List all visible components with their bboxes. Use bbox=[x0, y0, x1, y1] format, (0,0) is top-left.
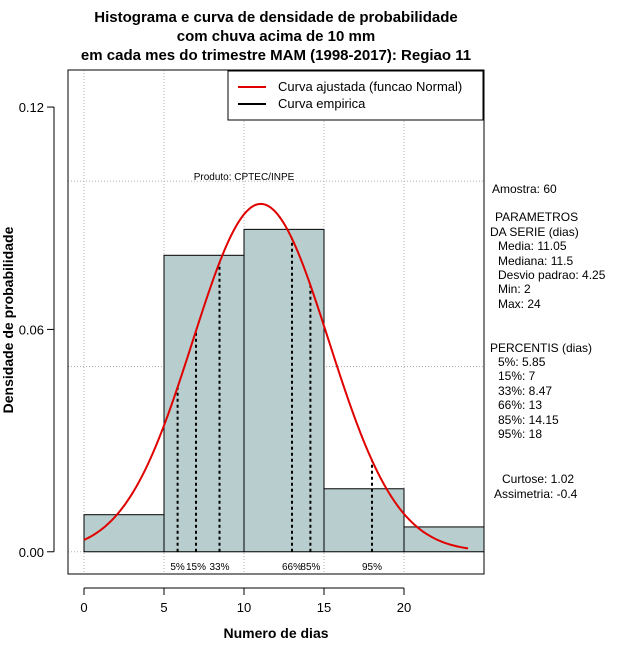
y-tick-label-1: 0.06 bbox=[19, 322, 44, 337]
histogram-bar-2 bbox=[243, 228, 325, 553]
min-text: Min: 2 bbox=[498, 282, 531, 296]
x-tick-label-1: 5 bbox=[160, 600, 167, 615]
stats-side-panel: Amostra: 60 PARAMETROS DA SERIE (dias) M… bbox=[490, 182, 606, 501]
p95-text: 95%: 18 bbox=[498, 427, 542, 441]
x-tick-label-3: 15 bbox=[317, 600, 331, 615]
percentile-label-2: 33% bbox=[210, 562, 230, 573]
percentile-label-0: 5% bbox=[170, 562, 185, 573]
legend-label-empirical: Curva empirica bbox=[278, 96, 366, 111]
legend: Curva ajustada (funcao Normal) Curva emp… bbox=[227, 70, 484, 121]
normal-curve-group bbox=[83, 202, 469, 550]
p15-text: 15%: 7 bbox=[498, 369, 536, 383]
p66-text: 66%: 13 bbox=[498, 398, 542, 412]
legend-box bbox=[227, 70, 484, 121]
histogram-bar-3 bbox=[323, 488, 405, 553]
parametros-title-1: PARAMETROS bbox=[495, 210, 578, 224]
percentis-title: PERCENTIS (dias) bbox=[490, 341, 592, 355]
plot-frame bbox=[67, 69, 485, 575]
y-axis: 0.00 0.06 0.12 bbox=[19, 100, 55, 560]
histogram-bars bbox=[83, 228, 485, 553]
x-tick-label-0: 0 bbox=[80, 600, 87, 615]
amostra-text: Amostra: 60 bbox=[492, 182, 557, 196]
percentile-label-3: 66% bbox=[282, 562, 302, 573]
assimetria-text: Assimetria: -0.4 bbox=[494, 487, 578, 501]
x-axis: 0 5 10 15 20 bbox=[80, 587, 411, 615]
p5-text: 5%: 5.85 bbox=[498, 355, 546, 369]
x-tick-label-2: 10 bbox=[237, 600, 251, 615]
p85-text: 85%: 14.15 bbox=[498, 413, 559, 427]
y-axis-title: Densidade de probabilidade bbox=[0, 226, 16, 413]
percentile-lines: 5% 15% 33% 66%85% 95% bbox=[170, 238, 382, 573]
media-text: Media: 11.05 bbox=[498, 239, 567, 253]
chart-title-line-3: em cada mes do trimestre MAM (1998-2017)… bbox=[81, 47, 471, 64]
chart-title-line-1: Histograma e curva de densidade de proba… bbox=[94, 9, 457, 26]
product-annotation: Produto: CPTEC/INPE bbox=[194, 172, 295, 183]
x-tick-label-4: 20 bbox=[397, 600, 411, 615]
parametros-title-2: DA SERIE (dias) bbox=[490, 225, 579, 239]
percentile-label-4: 85% bbox=[300, 562, 320, 573]
curtose-text: Curtose: 1.02 bbox=[502, 472, 574, 486]
histogram-bar-1 bbox=[163, 254, 245, 553]
histogram-bar-4 bbox=[403, 526, 485, 553]
p33-text: 33%: 8.47 bbox=[498, 384, 552, 398]
max-text: Max: 24 bbox=[498, 297, 541, 311]
normal-curve bbox=[83, 202, 469, 550]
chart-title-line-2: com chuva acima de 10 mm bbox=[177, 28, 375, 45]
desvio-text: Desvio padrao: 4.25 bbox=[498, 268, 606, 282]
percentile-label-5: 95% bbox=[362, 562, 382, 573]
percentile-label-1: 15% bbox=[186, 562, 206, 573]
legend-label-normal: Curva ajustada (funcao Normal) bbox=[278, 79, 462, 94]
mediana-text: Mediana: 11.5 bbox=[498, 254, 573, 268]
y-tick-label-0: 0.00 bbox=[19, 545, 44, 560]
y-tick-label-2: 0.12 bbox=[19, 100, 44, 115]
histogram-bar-0 bbox=[83, 514, 165, 553]
x-axis-title: Numero de dias bbox=[223, 625, 328, 641]
